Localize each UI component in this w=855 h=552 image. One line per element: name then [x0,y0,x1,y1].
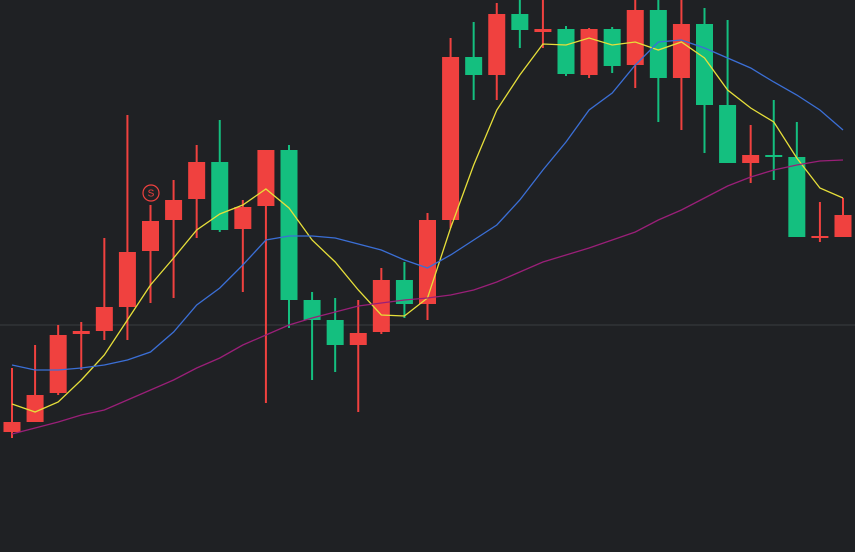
candle-body [372,280,390,332]
candle-body [626,10,644,65]
candle-body [834,215,852,237]
candle-body [603,29,621,66]
candle-body [419,220,436,304]
candle-body [3,422,21,432]
candle-body [26,395,44,422]
candle-body [649,10,667,78]
candle-body [118,252,136,307]
candle-body [488,14,506,75]
candle-body [349,333,367,345]
candle-body [442,57,460,220]
candle-body [303,300,321,320]
candle-body [72,331,90,334]
candle-body [395,280,413,304]
ma-line [11,159,844,435]
candle-body [696,24,713,105]
ma-line [11,39,844,371]
candle-body [719,105,737,163]
candle-body [95,307,113,331]
candle-body [534,29,552,32]
candle-body [234,207,252,229]
candle-body [580,29,598,75]
signal-label: S [148,189,155,200]
candle-body [765,155,783,157]
candle-body [211,162,229,230]
signal-marker: S [142,184,160,202]
candle-body [165,200,183,220]
candle-body [326,320,344,345]
candle-body [811,236,829,238]
candle-body [280,150,298,300]
candle-body [788,157,806,237]
candle-body [257,150,275,206]
candle-body [49,335,67,393]
candle-body [465,57,483,75]
candle-body [188,162,206,199]
signal-circle [142,184,160,202]
candle-body [511,14,529,30]
candle-body [142,221,159,251]
candle-body [557,29,575,74]
candle-body [672,24,690,78]
candle-body [742,155,760,163]
